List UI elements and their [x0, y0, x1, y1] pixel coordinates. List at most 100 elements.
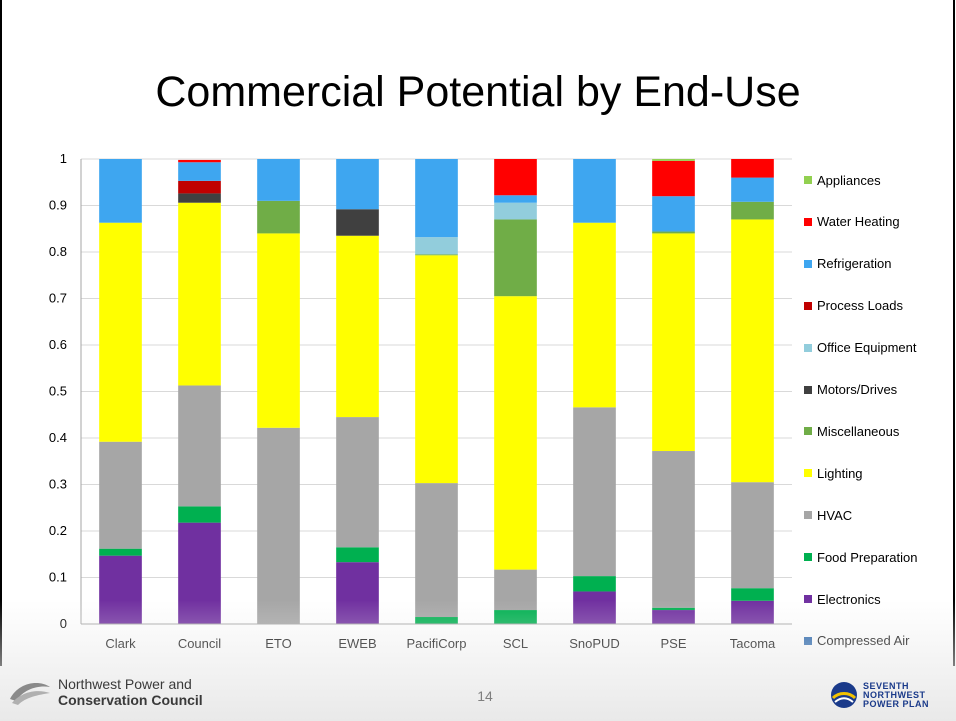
x-tick-label: ETO — [265, 636, 292, 651]
bar-segment — [99, 222, 142, 442]
council-swoosh-icon — [10, 683, 50, 705]
bar-segment — [415, 237, 458, 255]
bar-segment — [652, 196, 695, 232]
bar-segment — [99, 548, 142, 556]
plan-logo-line1: SEVENTH — [863, 680, 910, 691]
bar-segment — [494, 159, 537, 196]
y-tick-label: 0.4 — [49, 430, 67, 445]
legend-item: Lighting — [804, 465, 863, 481]
bar-segment — [178, 180, 221, 194]
y-tick-label: 0 — [60, 616, 67, 631]
legend-swatch — [804, 595, 812, 603]
slide-title: Commercial Potential by End-Use — [155, 68, 801, 116]
frame-left-border — [0, 0, 2, 666]
y-tick-label: 0.7 — [49, 291, 67, 306]
legend-label: HVAC — [817, 507, 853, 523]
bar-segment — [415, 159, 458, 238]
bar-segment — [178, 506, 221, 523]
bar-segment — [494, 296, 537, 570]
legend-swatch — [804, 301, 812, 310]
legend-label: Electronics — [817, 591, 881, 607]
bar-segment — [652, 610, 695, 624]
bar-segment — [257, 427, 300, 624]
plan-globe-icon — [831, 682, 857, 708]
bar-segment — [336, 417, 379, 548]
legend-label: Refrigeration — [817, 256, 892, 272]
legend-swatch — [804, 217, 812, 226]
y-tick-label: 0.1 — [49, 570, 67, 585]
bar-segment — [336, 562, 379, 624]
bar-segment — [336, 159, 379, 210]
legend-item: Compressed Air — [804, 633, 909, 649]
bar-segment — [494, 195, 537, 203]
bar-segment — [257, 200, 300, 234]
y-tick-label: 0.9 — [49, 198, 67, 213]
legend-item: HVAC — [804, 507, 852, 523]
bar-segment — [257, 233, 300, 428]
legend-swatch — [804, 343, 812, 352]
bar-segment — [336, 547, 379, 563]
x-tick-label: Council — [178, 636, 221, 651]
seventh-plan-logo: SEVENTH NORTHWEST POWER PLAN — [829, 680, 929, 710]
bar-segment — [573, 159, 616, 223]
bar-segment — [336, 235, 379, 418]
legend-item: Refrigeration — [804, 256, 891, 272]
bar-segment — [99, 159, 142, 223]
legend-item: Miscellaneous — [804, 423, 899, 439]
legend-label: Compressed Air — [817, 633, 910, 649]
legend-item: Process Loads — [804, 298, 903, 314]
legend-swatch — [804, 553, 812, 562]
y-tick-label: 0.3 — [49, 477, 67, 492]
legend-swatch — [804, 469, 812, 478]
legend-label: Office Equipment — [817, 340, 917, 356]
legend-swatch — [804, 176, 812, 184]
bar-segment — [494, 610, 537, 624]
plan-logo-line3: POWER PLAN — [863, 698, 930, 709]
bar-segment — [573, 222, 616, 408]
bar-segment — [415, 483, 458, 618]
x-tick-label: SCL — [503, 636, 528, 651]
x-tick-label: SnoPUD — [569, 636, 620, 651]
legend-label: Food Preparation — [817, 549, 918, 565]
bar-segment — [652, 160, 695, 197]
bar-segment — [652, 233, 695, 452]
y-tick-label: 0.8 — [49, 244, 67, 259]
bar-segment — [731, 219, 774, 483]
council-logo-line2: Conservation Council — [58, 692, 203, 708]
bar-segment — [415, 254, 458, 256]
bar-segment — [178, 162, 221, 181]
y-tick-label: 1 — [60, 151, 67, 166]
council-logo-line1: Northwest Power and — [58, 676, 192, 692]
y-tick-label: 0.5 — [49, 384, 67, 399]
legend-label: Miscellaneous — [817, 423, 900, 439]
bar-segment — [731, 482, 774, 589]
bar-segment — [652, 607, 695, 611]
x-tick-label: Clark — [105, 636, 136, 651]
bar-segment — [494, 219, 537, 297]
legend-label: Process Loads — [817, 298, 903, 314]
bar-segment — [178, 202, 221, 386]
legend-item: Office Equipment — [804, 340, 916, 356]
bar-segment — [178, 193, 221, 203]
bar-segment — [415, 255, 458, 484]
legend-item: Appliances — [804, 172, 881, 188]
legend-label: Lighting — [817, 465, 863, 481]
x-tick-label: EWEB — [338, 636, 376, 651]
legend-swatch — [804, 259, 812, 268]
x-tick-label: Tacoma — [730, 636, 776, 651]
bar-segment — [652, 451, 695, 608]
bar-segment — [178, 385, 221, 507]
bar-segment — [652, 159, 695, 161]
bar-segment — [99, 441, 142, 549]
bar-segment — [731, 588, 774, 601]
bar-segment — [731, 600, 774, 624]
bar-segment — [178, 522, 221, 624]
bar-segment — [178, 159, 221, 163]
legend-label: Appliances — [817, 172, 881, 188]
bar-segment — [573, 407, 616, 577]
council-logo: Northwest Power and Conservation Council — [8, 676, 203, 708]
x-tick-label: PacifiCorp — [407, 636, 467, 651]
bar-segment — [494, 202, 537, 220]
bar-segment — [731, 159, 774, 178]
bar-segment — [573, 576, 616, 592]
